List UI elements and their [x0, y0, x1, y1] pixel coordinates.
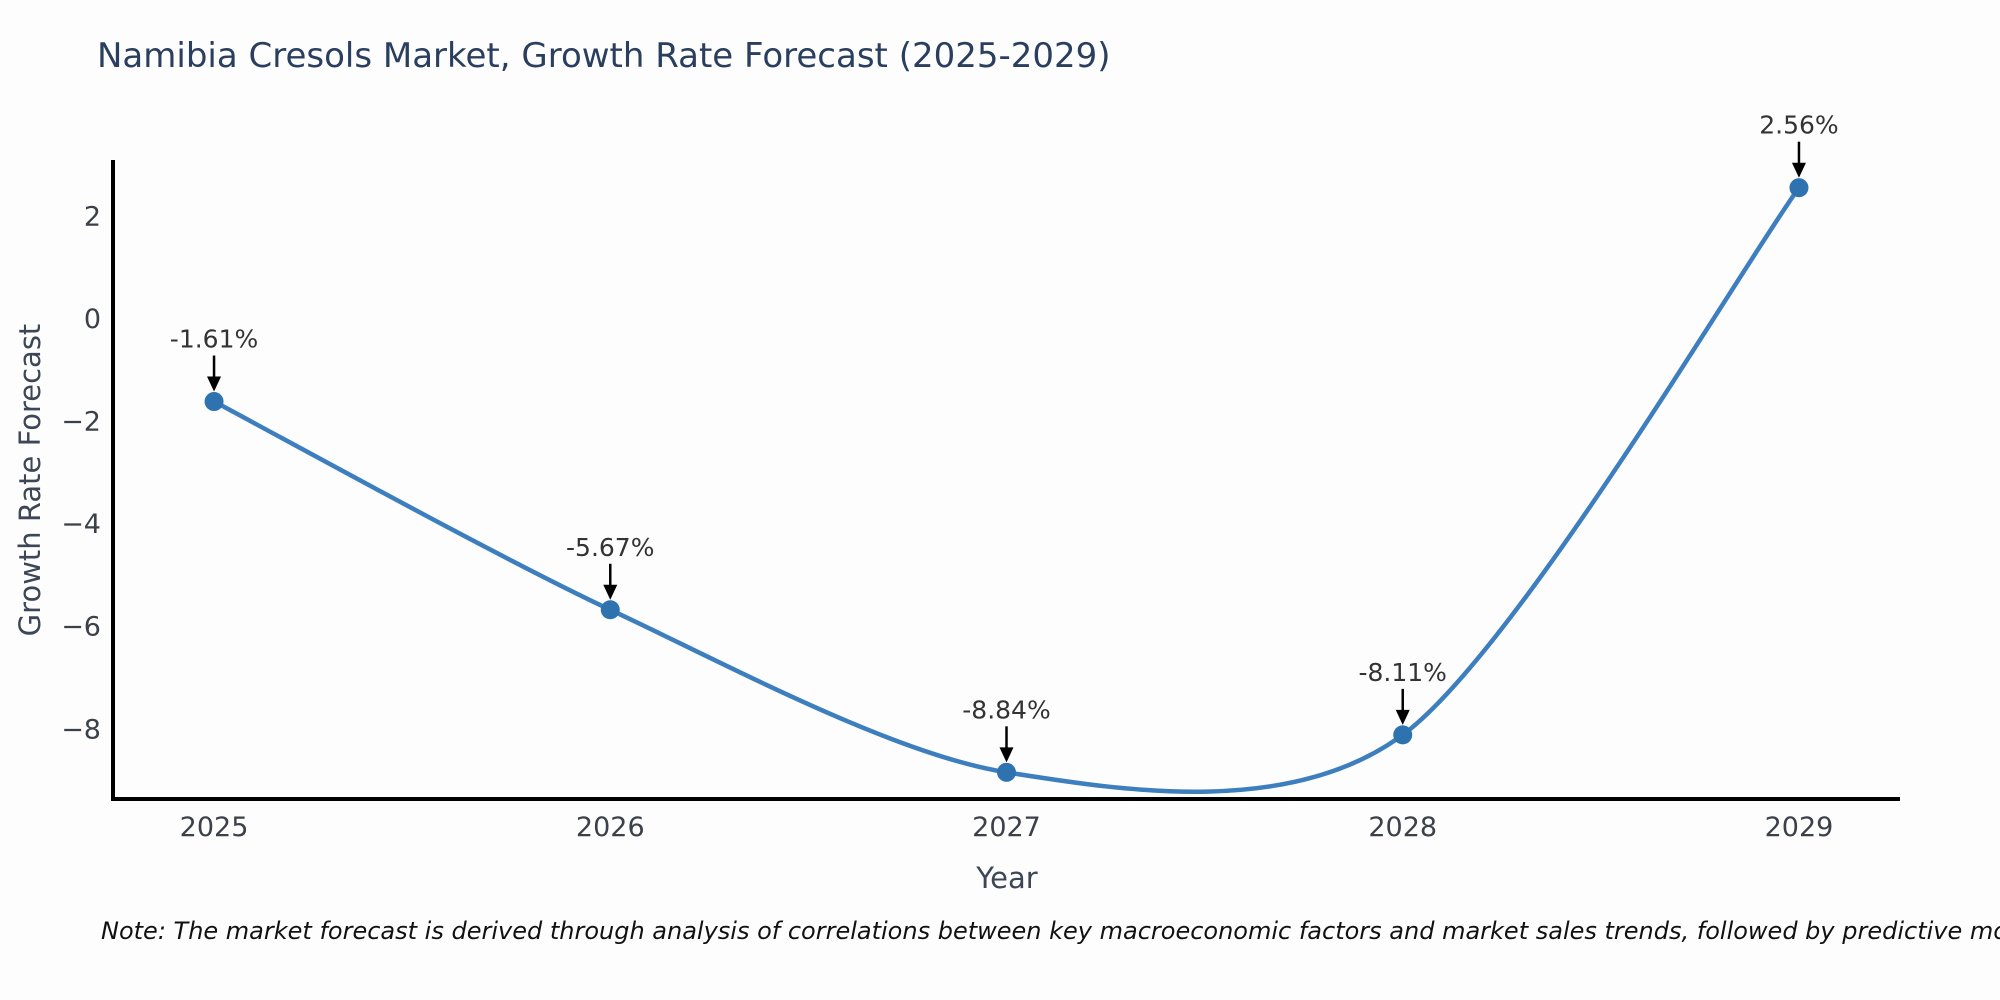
data-point-label: 2.56% — [1759, 111, 1838, 140]
y-axis-title: Growth Rate Forecast — [13, 323, 47, 637]
x-tick-label: 2027 — [972, 812, 1041, 843]
chart-title: Namibia Cresols Market, Growth Rate Fore… — [97, 36, 1111, 76]
annotation-arrowhead — [603, 584, 618, 600]
x-tick-label: 2028 — [1368, 812, 1437, 843]
y-tick-label: 0 — [84, 304, 101, 335]
x-tick-label: 2025 — [180, 812, 249, 843]
y-tick-label: −2 — [61, 407, 101, 438]
data-point-label: -8.84% — [962, 695, 1050, 724]
data-point-label: -1.61% — [170, 325, 258, 354]
data-point-label: -5.67% — [566, 533, 654, 562]
x-axis-title: Year — [976, 861, 1038, 895]
data-point-marker — [1393, 725, 1413, 745]
footnote: Note: The market forecast is derived thr… — [101, 917, 2000, 945]
y-tick-label: −8 — [61, 714, 101, 745]
data-point-marker — [1789, 178, 1809, 198]
y-tick-label: −6 — [61, 612, 101, 643]
x-tick-label: 2026 — [576, 812, 645, 843]
y-tick-label: −4 — [61, 509, 101, 540]
annotation-arrowhead — [999, 747, 1014, 763]
x-tick-label: 2029 — [1765, 812, 1834, 843]
annotation-arrowhead — [207, 376, 222, 392]
data-point-label: -8.11% — [1359, 658, 1447, 687]
annotation-arrowhead — [1791, 162, 1806, 178]
annotation-arrowhead — [1395, 709, 1410, 725]
data-point-marker — [997, 762, 1016, 782]
data-point-marker — [204, 392, 224, 412]
forecast-line — [211, 185, 1802, 794]
y-tick-label: 2 — [84, 201, 101, 232]
data-point-marker — [600, 600, 620, 620]
